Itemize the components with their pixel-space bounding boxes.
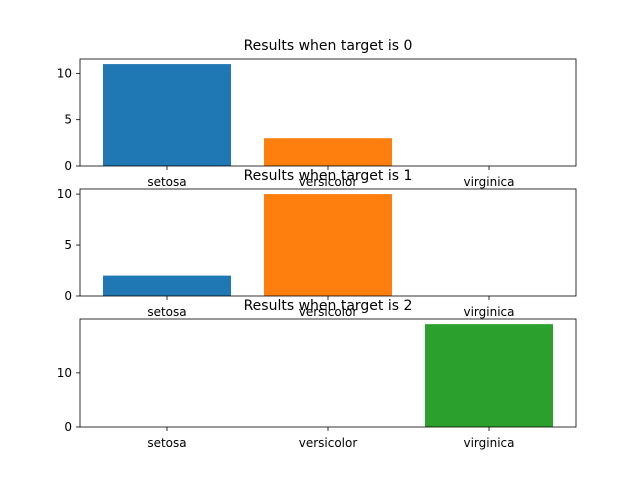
y-tick-label: 0 — [64, 420, 72, 434]
x-tick-label: virginica — [464, 175, 515, 189]
x-tick-label: versicolor — [299, 305, 358, 319]
y-tick-label: 10 — [57, 187, 72, 201]
x-tick-label: virginica — [464, 305, 515, 319]
subplot-1: Results when target is 1 0 5 10 setosa versic… — [57, 168, 577, 319]
bar-versicolor — [264, 138, 392, 166]
x-tick-label: setosa — [147, 175, 186, 189]
subplot-title: Results when target is 1 — [244, 168, 413, 184]
x-tick-label: setosa — [147, 436, 186, 450]
subplot-title: Results when target is 2 — [244, 298, 413, 314]
subplot-0: Results when target is 0 0 5 10 setosa versic… — [57, 38, 577, 189]
y-tick-label: 5 — [64, 113, 72, 127]
x-tick-label: virginica — [464, 436, 515, 450]
x-tick-label: setosa — [147, 305, 186, 319]
y-tick-label: 10 — [57, 66, 72, 80]
bar-virginica — [425, 324, 553, 427]
x-tick-label: versicolor — [299, 175, 358, 189]
subplot-2: Results when target is 2 0 10 setosa versico… — [57, 298, 577, 450]
bar-setosa — [103, 275, 231, 296]
y-tick-label: 5 — [64, 238, 72, 252]
bar-versicolor — [264, 194, 392, 296]
y-tick-label: 0 — [64, 159, 72, 173]
y-tick-label: 0 — [64, 289, 72, 303]
bar-setosa — [103, 64, 231, 166]
subplot-title: Results when target is 0 — [244, 38, 413, 54]
x-tick-label: versicolor — [299, 436, 358, 450]
y-tick-label: 10 — [57, 366, 72, 380]
